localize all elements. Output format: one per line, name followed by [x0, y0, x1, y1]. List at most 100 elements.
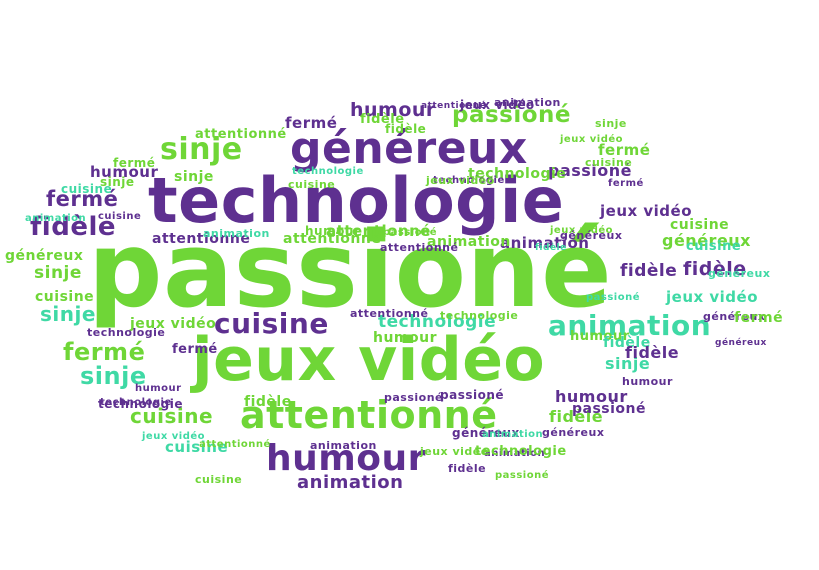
word-passioné: passioné	[548, 161, 633, 180]
word-sinje: sinje	[160, 132, 243, 167]
word-fermé: fermé	[285, 114, 338, 132]
word-cuisine: cuisine	[214, 307, 329, 340]
word-cuisine: cuisine	[288, 178, 336, 191]
word-technologie: technologie	[468, 166, 567, 182]
word-cuisine: cuisine	[670, 217, 730, 233]
word-passioné: passioné	[440, 388, 505, 402]
word-fermé: fermé	[598, 141, 651, 159]
word-généreux: généreux	[715, 338, 767, 348]
word-technologie: technologie	[440, 309, 519, 322]
word-cuisine: cuisine	[585, 156, 633, 169]
word-fidèle: fidèle	[549, 407, 604, 426]
word-attentionné: attentionné	[350, 307, 429, 320]
word-jeux-vidéo: jeux vidéo	[600, 202, 693, 220]
word-cuisine: cuisine	[195, 473, 243, 486]
word-jeux-vidéo: jeux vidéo	[192, 325, 546, 395]
word-technologie: technologie	[475, 444, 567, 459]
word-technologie: technologie	[98, 397, 184, 411]
word-technologie: technologie	[378, 312, 497, 332]
word-passioné: passioné	[572, 401, 647, 417]
word-humour: humour	[373, 330, 438, 346]
word-fermé: fermé	[608, 178, 644, 189]
word-passioné: passioné	[384, 391, 444, 404]
word-technologie: technologie	[87, 326, 166, 339]
word-généreux: généreux	[703, 310, 766, 323]
word-passioné: passioné	[383, 227, 438, 238]
word-fidèle: fidèle	[385, 122, 427, 136]
word-fidèle: fidèle	[683, 258, 747, 280]
word-cuisine: cuisine	[686, 239, 742, 254]
word-fidèle: fidèle	[244, 394, 292, 410]
word-attentionné: attentionné	[380, 241, 459, 254]
word-jeux-vidéo: jeux vidéo	[666, 288, 759, 306]
word-humour: humour	[266, 438, 426, 479]
word-généreux: généreux	[542, 426, 605, 439]
word-généreux: généreux	[452, 426, 520, 440]
word-fidèle: fidèle	[535, 243, 567, 253]
word-jeux-vidéo: jeux vidéo	[420, 445, 489, 458]
word-sinje: sinje	[174, 169, 214, 185]
word-animation: animation	[548, 309, 712, 342]
word-technologie: technologie	[433, 175, 505, 186]
word-animation: animation	[427, 234, 511, 250]
word-attentionné: attentionné	[421, 101, 487, 111]
word-animation: animation	[500, 234, 590, 252]
word-fermé: fermé	[172, 342, 218, 357]
word-généreux: généreux	[662, 231, 751, 250]
word-sinje: sinje	[40, 302, 96, 326]
word-généreux: généreux	[708, 267, 771, 280]
word-passioné: passioné	[452, 102, 572, 128]
word-humour: humour	[622, 375, 673, 388]
word-animation: animation	[25, 213, 87, 224]
word-animation: animation	[310, 439, 377, 452]
word-généreux: généreux	[290, 123, 528, 174]
word-sinje: sinje	[595, 117, 627, 130]
word-jeux-vidéo: jeux vidéo	[460, 98, 535, 112]
word-passioné: passioné	[495, 470, 550, 481]
word-sinje: sinje	[34, 263, 82, 283]
word-attentionné: attentionné	[326, 222, 431, 240]
word-technologie: technologie	[100, 397, 172, 408]
word-sinje: sinje	[100, 175, 135, 189]
word-technologie: technologie	[148, 164, 565, 237]
word-attentionné: attentionné	[152, 231, 251, 247]
word-fidèle: fidèle	[360, 112, 405, 127]
word-généreux: généreux	[5, 248, 84, 264]
word-jeux-vidéo: jeux vidéo	[130, 316, 217, 332]
word-attentionné: attentionné	[240, 393, 498, 437]
word-jeux-vidéo: jeux vidéo	[550, 225, 614, 236]
word-fermé: fermé	[734, 310, 784, 326]
word-fidèle: fidèle	[625, 343, 680, 362]
word-fidèle: fidèle	[448, 462, 487, 475]
word-cuisine: cuisine	[98, 211, 142, 222]
word-attentionné: attentionné	[283, 231, 382, 247]
word-technologie: technologie	[292, 166, 364, 177]
word-animation: animation	[484, 448, 546, 459]
word-fermé: fermé	[113, 156, 156, 170]
word-jeux-vidéo: jeux vidéo	[142, 431, 206, 442]
word-cuisine: cuisine	[35, 289, 95, 305]
word-humour: humour	[90, 163, 159, 181]
word-fermé: fermé	[63, 338, 146, 366]
word-cuisine: cuisine	[130, 404, 214, 428]
word-fidèle: fidèle	[30, 212, 117, 242]
word-généreux: généreux	[560, 229, 623, 242]
word-animation: animation	[203, 227, 270, 240]
word-fermé: fermé	[46, 187, 119, 211]
word-humour: humour	[570, 329, 630, 344]
word-humour: humour	[350, 99, 436, 121]
word-sinje: sinje	[605, 354, 651, 373]
word-attentionné: attentionné	[195, 127, 287, 142]
word-cuisine: cuisine	[165, 438, 229, 456]
word-animation: animation	[482, 429, 544, 440]
word-passioné: passioné	[586, 292, 641, 303]
word-humour: humour	[555, 387, 628, 406]
word-sinje: sinje	[80, 362, 147, 390]
word-cuisine: cuisine	[61, 182, 113, 196]
word-humour: humour	[135, 383, 182, 394]
word-jeux-vidéo: jeux vidéo	[560, 134, 624, 145]
word-humour: humour	[305, 224, 361, 238]
word-passioné: passioné	[88, 209, 613, 331]
word-animation: animation	[494, 96, 561, 109]
